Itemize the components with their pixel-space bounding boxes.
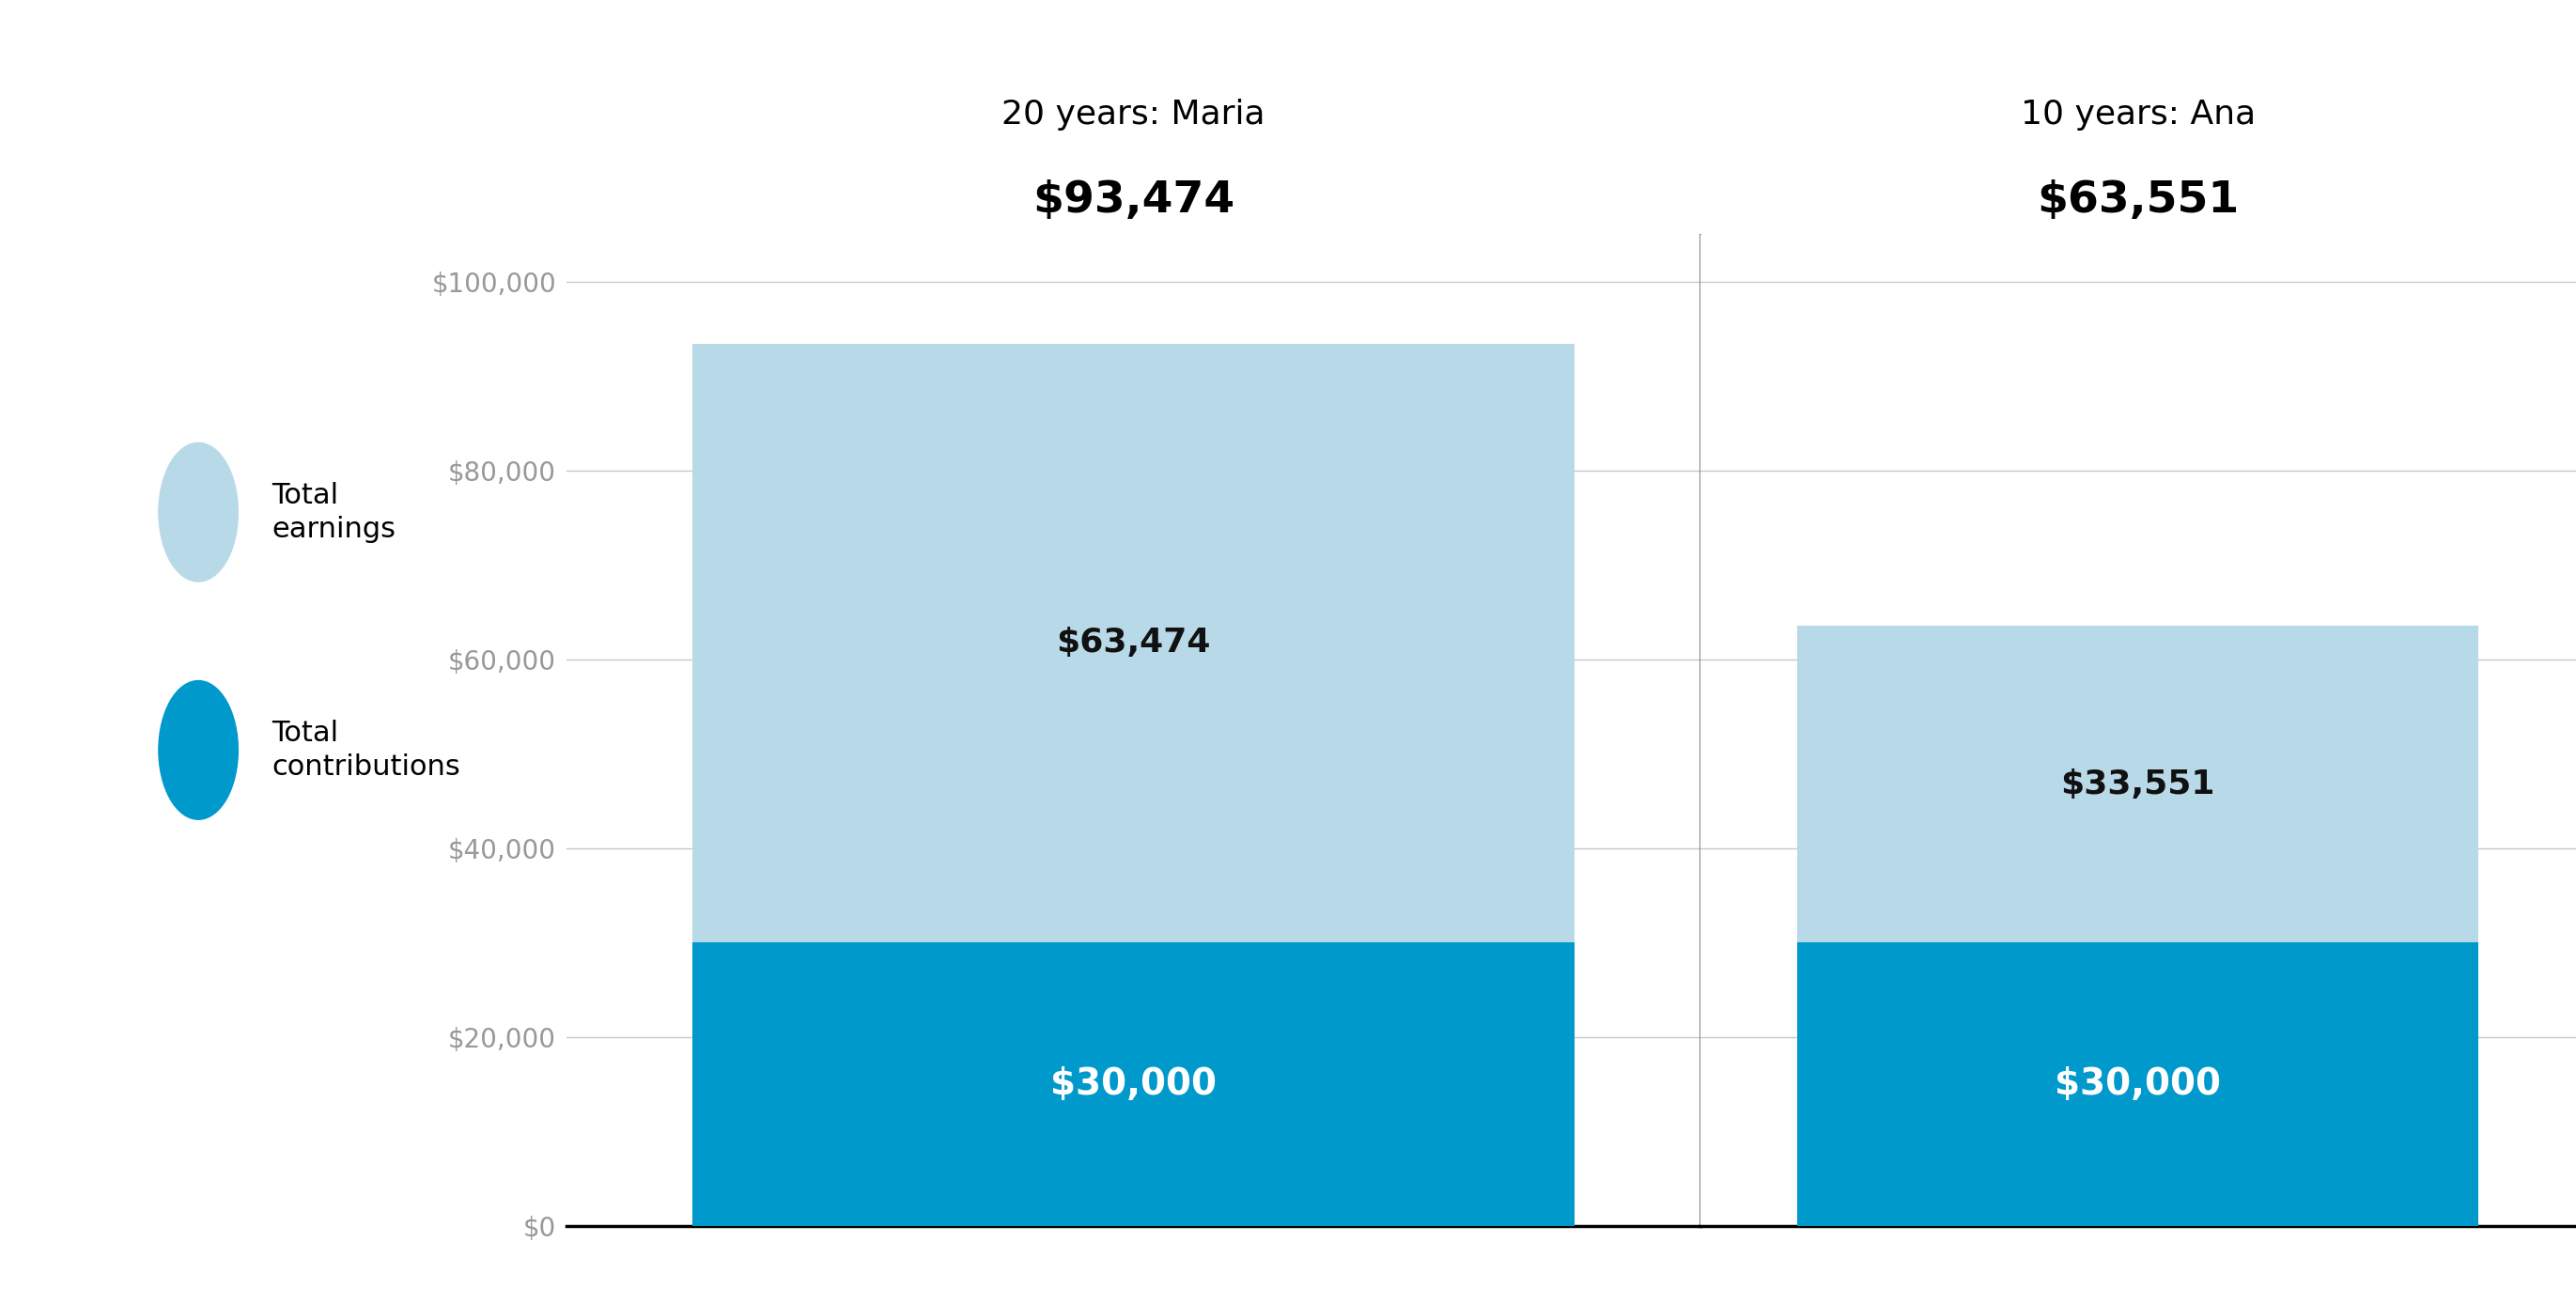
Text: 20 years: Maria: 20 years: Maria bbox=[1002, 99, 1265, 130]
Text: $33,551: $33,551 bbox=[2061, 768, 2215, 801]
Text: $63,551: $63,551 bbox=[2038, 180, 2239, 222]
Bar bbox=[693, 343, 1574, 943]
Text: 10 years: Ana: 10 years: Ana bbox=[2020, 99, 2257, 130]
Circle shape bbox=[160, 443, 237, 582]
Text: $63,474: $63,474 bbox=[1056, 627, 1211, 659]
Text: $93,474: $93,474 bbox=[1033, 180, 1234, 222]
Text: Total
contributions: Total contributions bbox=[273, 720, 461, 781]
Circle shape bbox=[160, 681, 237, 819]
Bar bbox=[1798, 943, 2478, 1226]
Text: $30,000: $30,000 bbox=[1051, 1067, 1216, 1102]
Text: $30,000: $30,000 bbox=[2056, 1067, 2221, 1102]
Bar bbox=[693, 943, 1574, 1226]
Bar bbox=[1798, 626, 2478, 943]
Text: Total
earnings: Total earnings bbox=[273, 481, 397, 542]
